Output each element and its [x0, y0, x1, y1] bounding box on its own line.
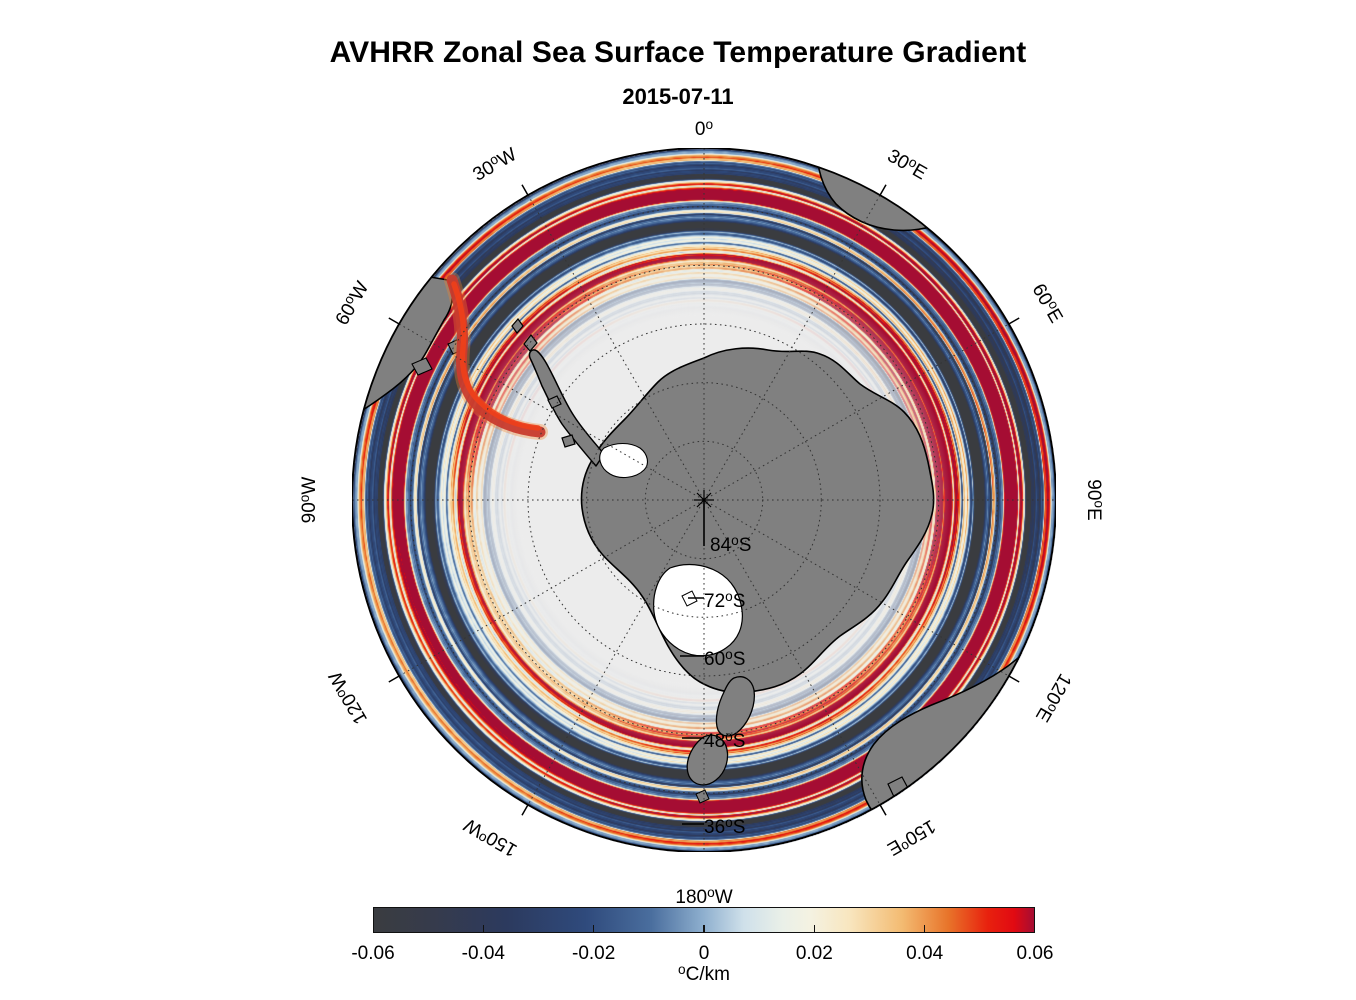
lat-label-60S: 60oS	[704, 647, 746, 671]
lon-label-90W: 90oW	[297, 476, 321, 524]
map-disc	[352, 148, 1056, 852]
filchner-ronne-ice-shelf	[599, 442, 649, 479]
new-zealand-south-island	[686, 734, 729, 786]
colorbar-tick	[703, 925, 705, 933]
colorbar: -0.06 -0.04 -0.02 0 0.02 0.04 0.06	[351, 907, 1053, 964]
malvinas-current-feature	[444, 272, 548, 440]
colorbar-tick-label: 0.02	[795, 943, 833, 964]
colorbar-tick-label: -0.02	[572, 943, 616, 964]
colorbar-tick-label: 0.06	[1016, 943, 1054, 964]
ross-ice-shelf	[653, 563, 743, 657]
polar-map-canvas	[352, 148, 1056, 852]
antarctic-peninsula	[528, 349, 605, 467]
colorbar-tick-label: -0.06	[351, 943, 395, 964]
polar-map: 0o 30oE 60oE 90oE 120oE 150oE 180oW 150o…	[297, 118, 1106, 908]
lon-label-180W: 180oW	[675, 885, 733, 909]
colorbar-tick	[813, 925, 816, 933]
colorbar-tick	[923, 925, 926, 933]
colorbar-tick-label: -0.04	[461, 943, 505, 964]
figure-title: AVHRR Zonal Sea Surface Temperature Grad…	[329, 36, 1027, 69]
colorbar-tick-label: 0	[698, 943, 710, 964]
madagascar-landmass	[1037, 211, 1056, 247]
lat-tick-stubs	[680, 597, 704, 825]
lat-label-36S: 36oS	[704, 815, 746, 839]
figure-subtitle: 2015-07-11	[622, 84, 734, 109]
lat-label-84S: 84oS	[710, 533, 752, 557]
new-zealand-north-island	[715, 676, 756, 737]
tierra-del-fuego	[411, 357, 433, 376]
lon-label-90E: 90oE	[1083, 479, 1107, 521]
colorbar-tick	[482, 925, 485, 933]
lon-label-0: 0o	[694, 117, 714, 141]
colorbar-unit-label: oC/km	[678, 962, 730, 986]
colorbar-tick-label: 0.04	[906, 943, 944, 964]
lat-label-72S: 72oS	[704, 589, 746, 613]
peninsula-islands	[511, 318, 576, 448]
colorbar-tick-marks	[373, 925, 1035, 941]
lon-tick-marks	[388, 184, 1020, 816]
colorbar-tick	[592, 925, 595, 933]
lat-label-48S: 48oS	[704, 729, 746, 753]
